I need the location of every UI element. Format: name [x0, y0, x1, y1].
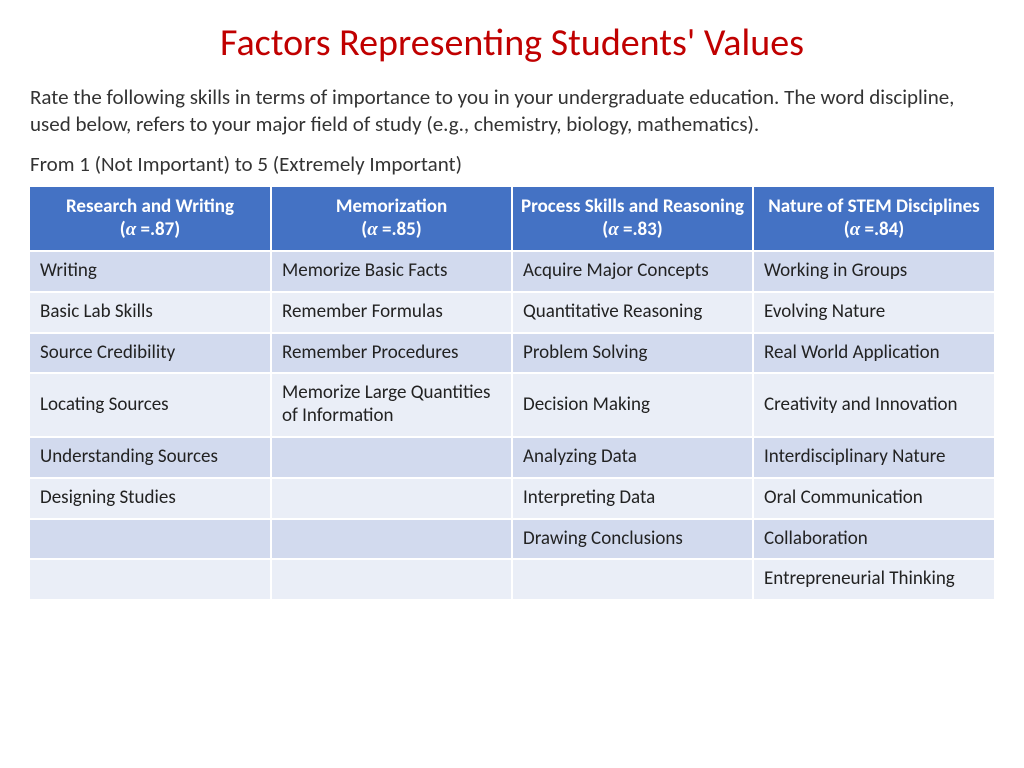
table-row: Entrepreneurial Thinking: [30, 559, 994, 600]
column-header: Process Skills and Reasoning(α =.83): [512, 187, 753, 252]
table-cell: Decision Making: [512, 373, 753, 437]
table-cell: Problem Solving: [512, 333, 753, 374]
table-cell: Acquire Major Concepts: [512, 251, 753, 292]
table-row: Source CredibilityRemember ProceduresPro…: [30, 333, 994, 374]
table-cell: Evolving Nature: [753, 292, 994, 333]
column-name: Nature of STEM Disciplines: [760, 195, 988, 219]
column-alpha: (α =.83): [519, 218, 746, 242]
column-header: Research and Writing(α =.87): [30, 187, 271, 252]
table-cell: [271, 559, 512, 600]
table-cell: Oral Communication: [753, 478, 994, 519]
table-cell: Source Credibility: [30, 333, 271, 374]
table-cell: Remember Formulas: [271, 292, 512, 333]
table-cell: Working in Groups: [753, 251, 994, 292]
table-row: Drawing ConclusionsCollaboration: [30, 519, 994, 560]
table-cell: Remember Procedures: [271, 333, 512, 374]
table-cell: Collaboration: [753, 519, 994, 560]
factors-table: Research and Writing(α =.87)Memorization…: [30, 187, 994, 602]
column-alpha: (α =.84): [760, 218, 988, 242]
table-row: Locating SourcesMemorize Large Quantitie…: [30, 373, 994, 437]
table-cell: [30, 519, 271, 560]
table-cell: Analyzing Data: [512, 437, 753, 478]
table-cell: Understanding Sources: [30, 437, 271, 478]
table-cell: Interdisciplinary Nature: [753, 437, 994, 478]
slide-container: Factors Representing Students' Values Ra…: [0, 0, 1024, 621]
table-cell: [271, 478, 512, 519]
table-cell: Creativity and Innovation: [753, 373, 994, 437]
table-row: Designing Studies Interpreting DataOral C…: [30, 478, 994, 519]
column-alpha: (α =.87): [36, 218, 264, 242]
table-cell: Interpreting Data: [512, 478, 753, 519]
table-cell: Drawing Conclusions: [512, 519, 753, 560]
table-cell: Locating Sources: [30, 373, 271, 437]
column-name: Research and Writing: [36, 195, 264, 219]
table-cell: Basic Lab Skills: [30, 292, 271, 333]
table-cell: Memorize Large Quantities of Information: [271, 373, 512, 437]
scale-text: From 1 (Not Important) to 5 (Extremely I…: [30, 151, 994, 177]
table-cell: [512, 559, 753, 600]
column-header: Nature of STEM Disciplines(α =.84): [753, 187, 994, 252]
table-cell: Real World Application: [753, 333, 994, 374]
table-row: WritingMemorize Basic FactsAcquire Major…: [30, 251, 994, 292]
slide-title: Factors Representing Students' Values: [30, 20, 994, 66]
table-cell: [271, 519, 512, 560]
table-body: WritingMemorize Basic FactsAcquire Major…: [30, 251, 994, 600]
table-cell: [30, 559, 271, 600]
column-name: Process Skills and Reasoning: [519, 195, 746, 219]
table-cell: Designing Studies: [30, 478, 271, 519]
table-cell: Memorize Basic Facts: [271, 251, 512, 292]
table-row: Understanding Sources Analyzing DataInter…: [30, 437, 994, 478]
column-header: Memorization(α =.85): [271, 187, 512, 252]
column-alpha: (α =.85): [278, 218, 505, 242]
column-name: Memorization: [278, 195, 505, 219]
table-row: Basic Lab SkillsRemember FormulasQuantit…: [30, 292, 994, 333]
table-header: Research and Writing(α =.87)Memorization…: [30, 187, 994, 252]
table-cell: Entrepreneurial Thinking: [753, 559, 994, 600]
table-cell: [271, 437, 512, 478]
table-cell: Writing: [30, 251, 271, 292]
intro-text: Rate the following skills in terms of im…: [30, 84, 994, 139]
table-cell: Quantitative Reasoning: [512, 292, 753, 333]
